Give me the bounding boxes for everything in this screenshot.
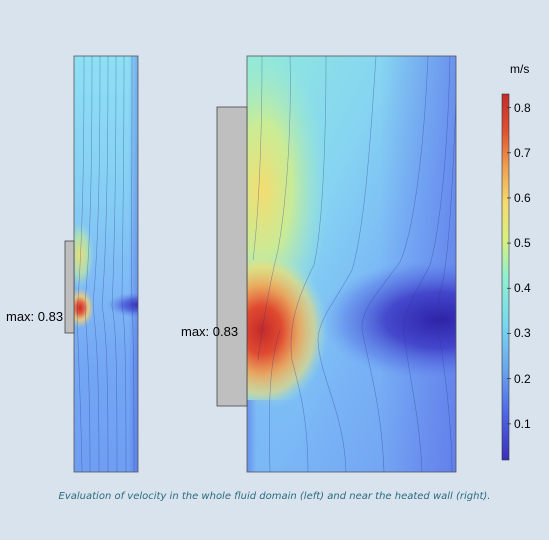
colorbar	[501, 93, 511, 461]
left-heated-wall	[64, 240, 75, 334]
colorbar-tick-label: 0.1	[514, 416, 531, 431]
figure-caption: Evaluation of velocity in the whole flui…	[58, 491, 491, 502]
right-max-label: max: 0.83	[181, 324, 239, 339]
colorbar-tick-label: 0.6	[514, 190, 531, 205]
left-velocity-plot	[64, 55, 139, 473]
colorbar-gradient	[501, 93, 510, 461]
colorbar-tick-label: 0.5	[514, 236, 531, 251]
right-velocity-plot	[216, 55, 457, 473]
colorbar-tick-label: 0.3	[514, 326, 531, 341]
colorbar-tick-label: 0.2	[514, 371, 531, 386]
colorbar-tick-label: 0.4	[514, 281, 531, 296]
colorbar-unit-label: m/s	[510, 62, 530, 76]
colorbar-tick-label: 0.8	[514, 100, 531, 115]
colorbar-tick-label: 0.7	[514, 145, 531, 160]
right-heated-wall	[216, 106, 248, 407]
left-max-label: max: 0.83	[6, 309, 64, 324]
